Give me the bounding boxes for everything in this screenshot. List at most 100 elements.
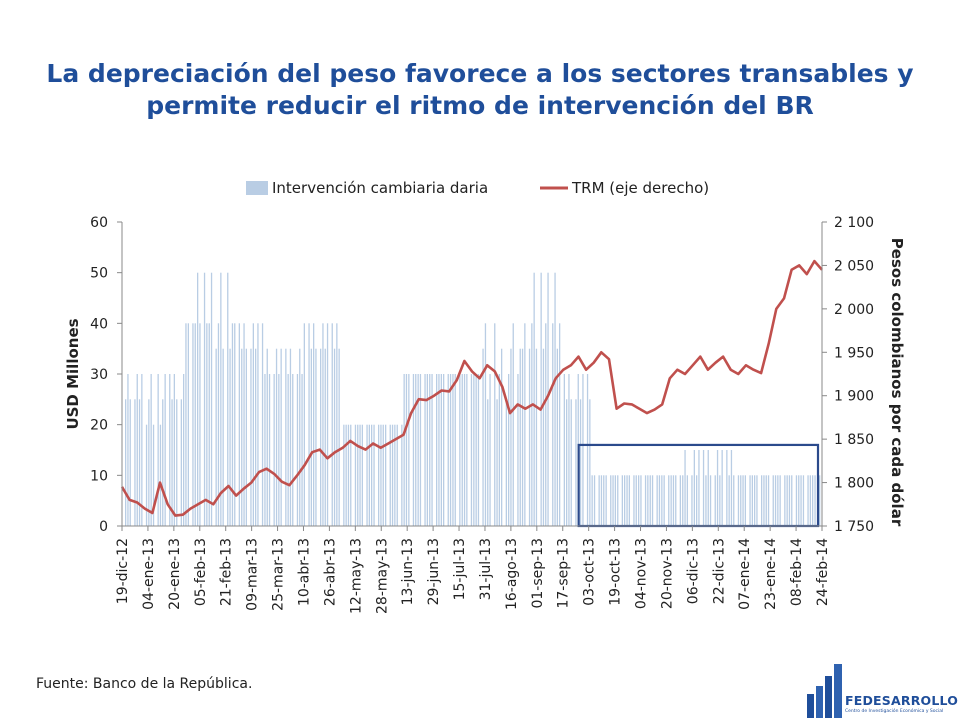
intervention-bar (394, 424, 396, 526)
intervention-bar (563, 374, 565, 526)
intervention-bar (661, 475, 663, 526)
intervention-bar (234, 323, 236, 526)
intervention-bar (134, 399, 136, 526)
intervention-bar (786, 475, 788, 526)
intervention-bar (440, 374, 442, 526)
intervention-bar (791, 475, 793, 526)
intervention-bar (582, 374, 584, 526)
intervention-bar (243, 323, 245, 526)
intervention-bar (275, 348, 278, 526)
y-left-tick-label: 50 (90, 266, 108, 282)
intervention-bar (498, 374, 500, 526)
intervention-bar (545, 323, 547, 526)
intervention-bar (368, 424, 370, 526)
intervention-bar (742, 475, 744, 526)
intervention-bar (449, 374, 452, 526)
intervention-bar (405, 374, 408, 526)
intervention-bar (459, 374, 461, 526)
intervention-bar (222, 348, 224, 526)
intervention-bar (807, 475, 809, 526)
x-tick-label: 01-sep-13 (530, 538, 546, 609)
intervention-bar (814, 475, 816, 526)
intervention-bar (255, 348, 257, 526)
intervention-bar (524, 323, 526, 526)
x-tick-label: 08-feb-14 (789, 538, 805, 606)
intervention-bar (429, 374, 431, 526)
intervention-bar (533, 272, 535, 526)
intervention-bar (733, 475, 735, 526)
intervention-bar (197, 272, 199, 526)
intervention-bar (127, 374, 129, 526)
intervention-bar (593, 475, 596, 526)
intervention-bar (473, 374, 475, 526)
logo-text: FEDESARROLLO (845, 693, 959, 708)
intervention-bar (470, 374, 473, 526)
x-tick-label: 28-may-13 (374, 538, 390, 614)
axes: 0 10 20 30 40 50 60 1 750 1 800 1 850 1 900 1 950 2 … (64, 215, 906, 614)
x-tick-label: 07-ene-14 (737, 538, 753, 610)
intervention-bar (171, 399, 173, 526)
intervention-bar (675, 475, 677, 526)
intervention-bar (763, 475, 765, 526)
intervention-bar (289, 348, 292, 526)
intervention-bar (638, 475, 640, 526)
logo-subtext: Centro de Investigación Económica y Soci… (845, 709, 944, 714)
intervention-bar (261, 323, 264, 526)
intervention-bar (326, 323, 329, 526)
x-tick-label: 06-dic-13 (685, 538, 701, 604)
intervention-bar (148, 399, 150, 526)
intervention-bar (463, 374, 466, 526)
intervention-bar (802, 475, 805, 526)
intervention-bar (424, 374, 426, 526)
intervention-bar (679, 475, 681, 526)
intervention-bar (586, 374, 589, 526)
intervention-bar (482, 348, 484, 526)
intervention-bar (264, 374, 266, 526)
intervention-bar (443, 374, 445, 526)
intervention-bar (180, 399, 182, 526)
intervention-bar (159, 424, 162, 526)
intervention-bar (336, 323, 338, 526)
intervention-bar (624, 475, 626, 526)
intervention-bar (382, 424, 384, 526)
intervention-bar (740, 475, 742, 526)
intervention-bar (229, 348, 231, 526)
intervention-bar (761, 475, 763, 526)
x-tick-label: 23-ene-14 (763, 538, 779, 610)
x-tick-label: 09-mar-13 (245, 538, 261, 611)
intervention-bar (591, 475, 593, 526)
intervention-bar (696, 475, 698, 526)
intervention-bar (707, 450, 709, 526)
intervention-bar (338, 348, 340, 526)
y-right-tick-label: 1 850 (834, 432, 874, 448)
intervention-bar (598, 475, 600, 526)
intervention-bar (693, 450, 695, 526)
x-tick-label: 31-jul-13 (478, 538, 494, 600)
intervention-bar (187, 323, 189, 526)
intervention-bar (542, 348, 545, 526)
intervention-bar (199, 323, 201, 526)
intervention-bar (333, 348, 336, 526)
intervention-bar (359, 424, 361, 526)
intervention-bar (475, 374, 477, 526)
intervention-bar (489, 374, 491, 526)
intervention-bar (765, 475, 767, 526)
intervention-bar (751, 475, 753, 526)
intervention-bar (217, 323, 220, 526)
intervention-bar (505, 399, 507, 526)
intervention-bar (682, 475, 684, 526)
intervention-bar (737, 475, 740, 526)
intervention-bar (774, 475, 777, 526)
source-note: Fuente: Banco de la República. (36, 676, 253, 692)
intervention-bar (164, 374, 166, 526)
intervention-bar (600, 475, 603, 526)
intervention-bar (227, 272, 229, 526)
intervention-bar (494, 323, 496, 526)
intervention-bar (568, 374, 570, 526)
y-left-tick-label: 40 (90, 316, 108, 332)
intervention-bar (663, 475, 665, 526)
intervention-bar (709, 475, 712, 526)
intervention-bar (385, 424, 387, 526)
intervention-bar (250, 348, 252, 526)
x-tick-label: 29-jun-13 (426, 538, 442, 605)
